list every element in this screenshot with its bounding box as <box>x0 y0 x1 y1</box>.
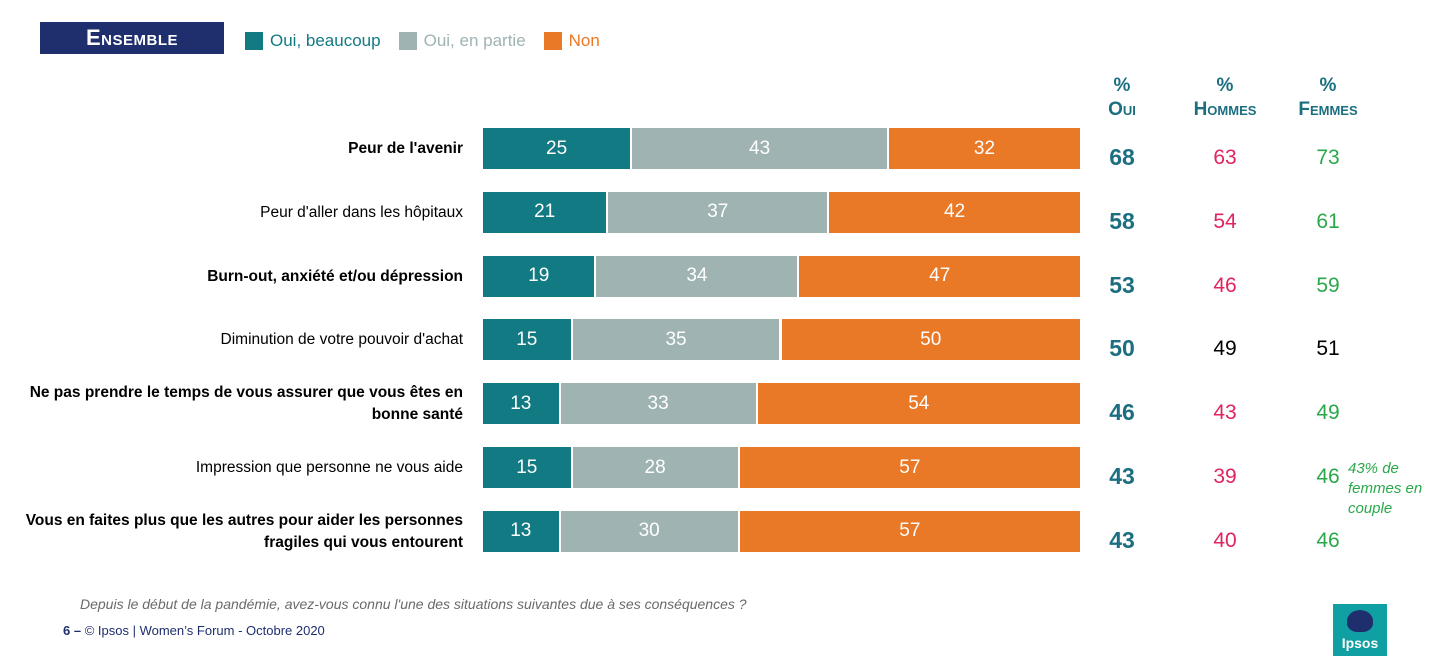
legend-swatch-non <box>543 32 562 50</box>
pct-femmes-value: 49 <box>1316 401 1340 425</box>
section-badge: Ensemble <box>40 22 224 54</box>
bar-segment: 37 <box>608 191 830 233</box>
bar-segment: 57 <box>739 510 1080 552</box>
pct-oui-value: 58 <box>1109 207 1135 234</box>
pct-femmes-value: 61 <box>1316 209 1340 233</box>
pct-oui-value: 53 <box>1109 271 1135 298</box>
footer-dash: – <box>73 623 82 638</box>
bar-segment: 28 <box>572 447 740 488</box>
row-label: Diminution de votre pouvoir d'achat <box>220 331 463 349</box>
column-header-femmes-label: Femmes <box>1298 99 1358 120</box>
footer-text: © Ipsos | Women’s Forum - Octobre 2020 <box>84 623 325 638</box>
bar-segment: 33 <box>560 383 758 425</box>
bar-segment: 47 <box>799 255 1080 297</box>
bar-value-label: 32 <box>973 137 996 159</box>
bar-segment: 50 <box>781 319 1080 361</box>
bar-segment: 34 <box>596 255 800 297</box>
bar-value-label: 34 <box>686 265 708 287</box>
pct-hommes-value: 63 <box>1213 146 1237 169</box>
pct-femmes-value: 46 <box>1316 465 1340 488</box>
bar-value-label: 30 <box>638 520 660 542</box>
column-header-oui-pct: % <box>1113 75 1131 96</box>
bar-value-label: 57 <box>899 456 921 478</box>
bar-segment: 35 <box>572 319 782 361</box>
column-header-oui: % Oui <box>1062 74 1182 122</box>
pct-oui-value: 43 <box>1109 463 1135 489</box>
legend-label-oui-beaucoup: Oui, beaucoup <box>270 31 381 50</box>
logo-mark-icon <box>1347 610 1373 632</box>
column-header-hommes-pct: % <box>1216 75 1234 96</box>
bar-segment: 32 <box>888 128 1080 169</box>
survey-question: Depuis le début de la pandémie, avez-vou… <box>80 596 747 612</box>
pct-hommes-value: 43 <box>1213 401 1237 425</box>
page-number: 6 <box>63 623 71 638</box>
bar-value-label: 50 <box>920 328 942 350</box>
pct-femmes-value: 73 <box>1316 146 1340 169</box>
row-label: Impression que personne ne vous aide <box>195 459 463 476</box>
bar-segment: 30 <box>560 510 740 552</box>
ipsos-logo: Ipsos <box>1333 604 1387 656</box>
bar-value-label: 19 <box>528 265 550 287</box>
column-header-femmes: % Femmes <box>1268 74 1388 122</box>
bar-value-label: 25 <box>546 137 568 159</box>
bar-value-label: 21 <box>534 201 556 223</box>
pct-hommes-value: 46 <box>1213 273 1237 297</box>
row-label: Vous en faites plus que les autres pour … <box>25 511 463 551</box>
pct-oui-value: 43 <box>1109 526 1135 553</box>
row-label: Peur de l'avenir <box>348 140 463 157</box>
bar-segment: 15 <box>483 447 573 488</box>
pct-oui-value: 68 <box>1109 144 1135 170</box>
bar-value-label: 57 <box>899 520 921 542</box>
bar-value-label: 13 <box>510 520 532 542</box>
legend-swatch-oui-beaucoup <box>245 32 263 50</box>
bar-value-label: 13 <box>510 392 532 414</box>
bar-segment: 21 <box>483 191 609 233</box>
pct-oui-value: 50 <box>1109 335 1135 362</box>
pct-hommes-value: 54 <box>1213 209 1237 233</box>
pct-femmes-value: 59 <box>1316 273 1340 297</box>
pct-hommes-value: 40 <box>1213 528 1237 552</box>
pct-oui-value: 46 <box>1109 399 1135 426</box>
pct-femmes-value: 46 <box>1316 528 1340 552</box>
bar-value-label: 15 <box>516 328 538 350</box>
pct-hommes-value: 39 <box>1213 465 1237 488</box>
bar-value-label: 54 <box>908 392 930 414</box>
femmes-en-couple-note: 43% de femmes en couple <box>1348 460 1423 517</box>
footer: 6 – © Ipsos | Women’s Forum - Octobre 20… <box>63 623 325 638</box>
bar-value-label: 33 <box>647 392 669 414</box>
column-header-hommes: % Hommes <box>1165 74 1285 122</box>
row-label: Burn-out, anxiété et/ou dépression <box>207 267 463 285</box>
bar-segment: 54 <box>757 383 1080 425</box>
legend-label-non: Non <box>568 31 600 50</box>
bar-segment: 15 <box>483 319 573 361</box>
legend-item-oui-beaucoup: Oui, beaucoup <box>245 31 381 51</box>
legend: Oui, beaucoup Oui, en partie Non <box>245 31 600 51</box>
bar-segment: 13 <box>483 510 561 552</box>
bar-value-label: 15 <box>516 456 538 478</box>
column-header-oui-label: Oui <box>1108 99 1136 120</box>
column-header-hommes-label: Hommes <box>1193 99 1257 120</box>
bar-segment: 25 <box>483 128 633 169</box>
pct-femmes-value: 51 <box>1316 337 1340 361</box>
bar-segment: 43 <box>632 128 889 169</box>
bar-value-label: 43 <box>749 137 771 159</box>
row-label: Ne pas prendre le temps de vous assurer … <box>29 384 463 424</box>
bar-segment: 19 <box>483 255 597 297</box>
bar-value-label: 37 <box>707 201 729 223</box>
bar-value-label: 47 <box>929 265 951 287</box>
bar-value-label: 42 <box>944 201 966 223</box>
logo-text: Ipsos <box>1341 635 1379 651</box>
legend-item-non: Non <box>543 31 600 51</box>
column-header-femmes-pct: % <box>1319 75 1337 96</box>
legend-label-oui-en-partie: Oui, en partie <box>423 31 526 50</box>
row-label: Peur d'aller dans les hôpitaux <box>260 203 463 221</box>
bar-value-label: 35 <box>665 328 687 350</box>
legend-item-oui-en-partie: Oui, en partie <box>398 31 526 51</box>
bar-segment: 57 <box>739 447 1080 488</box>
bar-segment: 42 <box>829 191 1080 233</box>
bar-segment: 13 <box>483 383 561 425</box>
pct-hommes-value: 49 <box>1213 337 1237 361</box>
legend-swatch-oui-en-partie <box>398 32 417 50</box>
bar-value-label: 28 <box>644 456 666 478</box>
